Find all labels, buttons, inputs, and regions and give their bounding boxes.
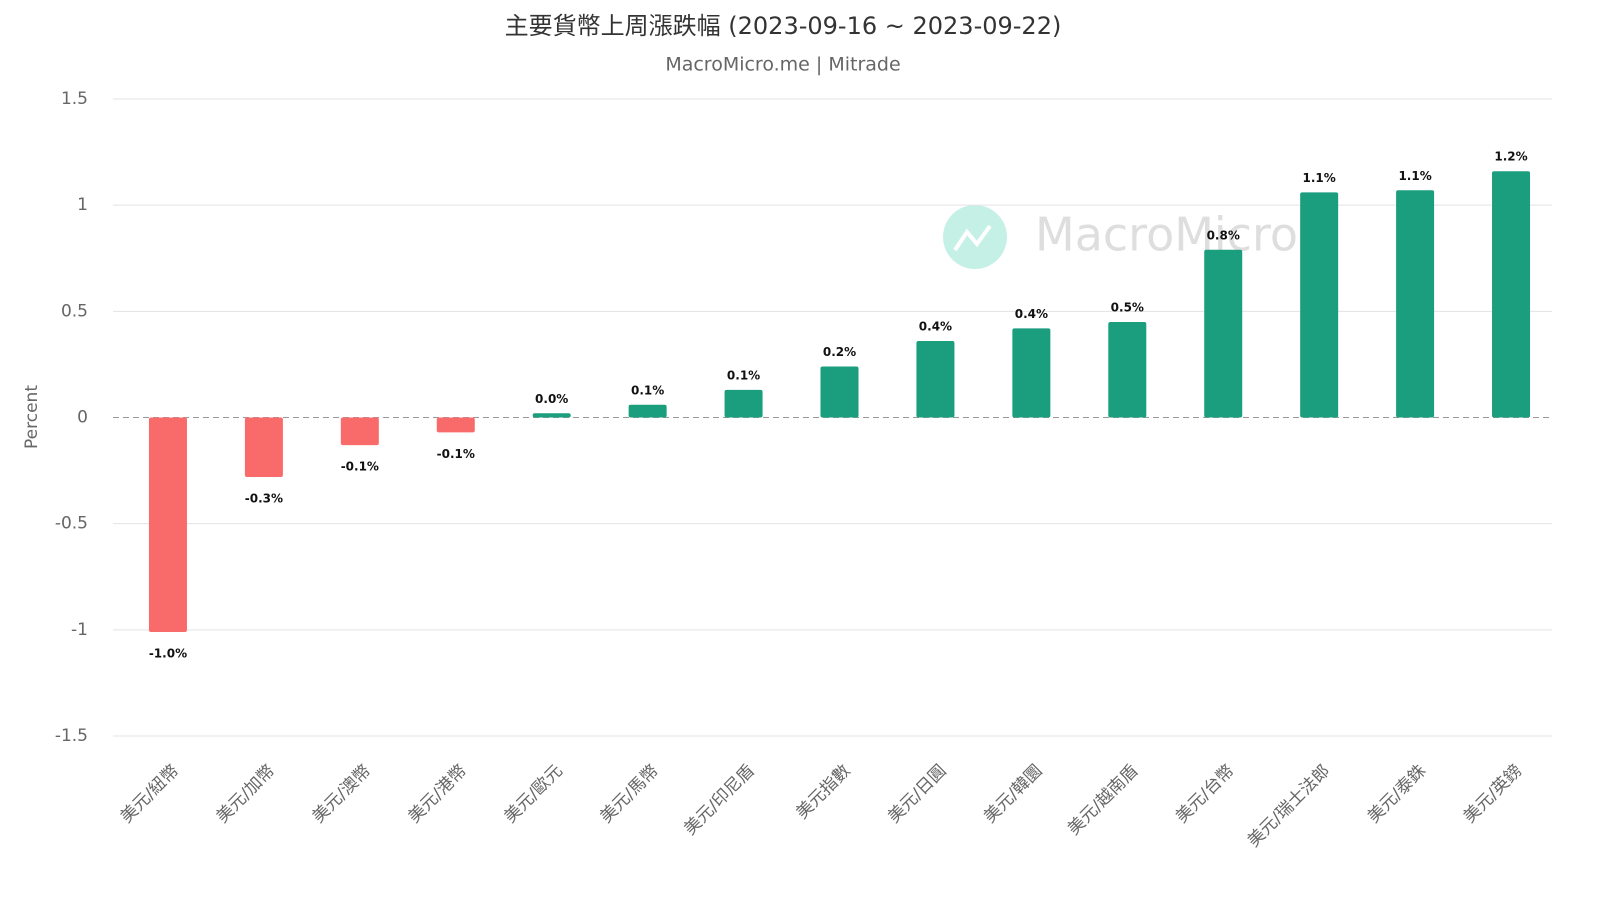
bar (628, 404, 667, 418)
value-label: 0.1% (631, 383, 664, 397)
value-label: -0.3% (245, 491, 283, 505)
x-tick-label: 美元/加幣 (213, 761, 279, 827)
bar (820, 366, 859, 418)
value-label: 1.2% (1494, 150, 1527, 164)
value-label: 0.4% (919, 320, 952, 334)
value-label: 0.2% (823, 345, 856, 359)
bar (340, 417, 379, 446)
bar (1108, 321, 1147, 418)
value-label: -0.1% (437, 447, 475, 461)
bar (1396, 190, 1435, 418)
chart-title: 主要貨幣上周漲跌幅 (2023-09-16 ~ 2023-09-22) (505, 12, 1062, 40)
bar (724, 389, 763, 418)
y-tick-label: -1.5 (55, 726, 88, 746)
x-tick-label: 美元/日圓 (884, 761, 950, 827)
bar (532, 413, 571, 418)
y-tick-label: 1 (77, 195, 88, 215)
y-tick-label: 1.5 (61, 89, 88, 109)
y-tick-label: -1 (71, 620, 88, 640)
value-label: 0.4% (1015, 307, 1048, 321)
x-tick-label: 美元/韓圜 (980, 761, 1046, 827)
x-tick-label: 美元/港幣 (405, 761, 471, 827)
y-axis-label: Percent (22, 385, 42, 449)
bar (1204, 249, 1243, 418)
value-label: 0.8% (1207, 228, 1240, 242)
x-tick-label: 美元指數 (792, 761, 854, 823)
value-label: 1.1% (1303, 171, 1336, 185)
y-tick-label: 0.5 (61, 301, 88, 321)
bar (1300, 192, 1339, 418)
x-tick-label: 美元/馬幣 (596, 761, 662, 827)
value-label: -1.0% (149, 646, 187, 660)
x-tick-label: 美元/泰銖 (1364, 761, 1430, 827)
bar (244, 417, 283, 477)
bar (436, 417, 475, 433)
bar (148, 417, 187, 632)
y-tick-label: 0 (77, 408, 88, 428)
value-label: 0.5% (1111, 300, 1144, 314)
value-label: 0.1% (727, 368, 760, 382)
x-tick-label: 美元/英鎊 (1460, 761, 1526, 827)
x-tick-label: 美元/紐幣 (117, 761, 183, 827)
x-tick-label: 美元/澳幣 (309, 761, 375, 827)
x-tick-label: 美元/歐元 (500, 761, 566, 827)
x-tick-label: 美元/印尼盾 (680, 761, 758, 839)
value-label: -0.1% (341, 460, 379, 474)
value-label: 0.0% (535, 392, 568, 406)
x-tick-label: 美元/台幣 (1172, 761, 1238, 827)
watermark: MacroMicro (1035, 208, 1298, 262)
chart-subtitle: MacroMicro.me | Mitrade (665, 54, 900, 76)
bar (1492, 171, 1531, 418)
x-tick-label: 美元/瑞士法郎 (1244, 761, 1334, 851)
bar (916, 341, 955, 418)
y-tick-label: -0.5 (55, 514, 88, 534)
x-tick-label: 美元/越南盾 (1064, 761, 1142, 839)
watermark-icon (943, 205, 1007, 269)
bar (1012, 328, 1051, 418)
value-label: 1.1% (1398, 169, 1431, 183)
